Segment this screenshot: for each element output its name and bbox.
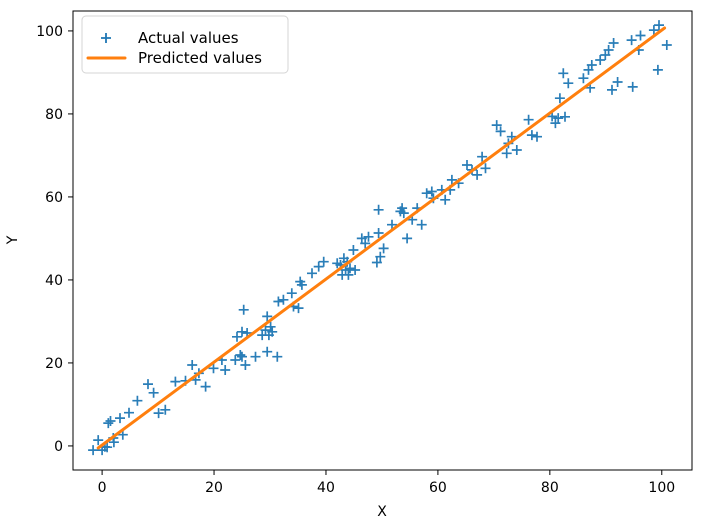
x-tick-label: 100 xyxy=(648,480,675,496)
axis-ticks: 0 20 40 60 80 100 0 20 40 60 80 100 xyxy=(36,24,675,496)
x-tick-label: 20 xyxy=(205,480,223,496)
x-tick-label: 80 xyxy=(541,480,559,496)
plot-area xyxy=(72,10,693,471)
y-axis-label: Y xyxy=(5,235,21,245)
series-layer xyxy=(88,20,672,456)
x-tick-label: 60 xyxy=(429,480,447,496)
y-tick-label: 60 xyxy=(45,190,63,206)
legend: Actual values Predicted values xyxy=(81,15,289,74)
legend-label-actual: Actual values xyxy=(138,29,239,47)
y-tick-label: 100 xyxy=(36,24,63,40)
prediction-line xyxy=(96,26,667,450)
legend-box xyxy=(81,15,289,74)
y-tick-label: 20 xyxy=(45,356,63,372)
y-tick-label: 80 xyxy=(45,107,63,123)
legend-label-predicted: Predicted values xyxy=(138,49,262,67)
y-tick-label: 0 xyxy=(54,439,63,455)
scatter-points xyxy=(88,20,672,456)
x-tick-label: 0 xyxy=(98,480,107,496)
y-tick-label: 40 xyxy=(45,273,63,289)
plus-icon xyxy=(101,33,111,43)
x-tick-label: 40 xyxy=(317,480,335,496)
x-axis-label: X xyxy=(377,504,387,520)
